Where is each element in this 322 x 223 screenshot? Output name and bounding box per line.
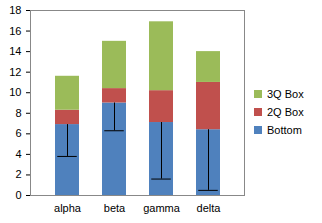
svg-text:0: 0 bbox=[15, 189, 21, 201]
svg-text:delta: delta bbox=[197, 202, 222, 214]
svg-text:16: 16 bbox=[9, 25, 21, 37]
svg-text:18: 18 bbox=[9, 4, 21, 16]
svg-text:12: 12 bbox=[9, 66, 21, 78]
html-text:Bottom: Bottom bbox=[267, 123, 302, 136]
html-text:3Q Box: 3Q Box bbox=[267, 87, 304, 100]
svg-text:alpha: alpha bbox=[54, 202, 82, 214]
svg-text:gamma: gamma bbox=[143, 202, 181, 214]
html-text:2Q Box: 2Q Box bbox=[267, 105, 304, 118]
svg-text:6: 6 bbox=[15, 127, 21, 139]
svg-text:10: 10 bbox=[9, 86, 21, 98]
svg-text:2: 2 bbox=[15, 168, 21, 180]
svg-text:4: 4 bbox=[15, 148, 21, 160]
svg-text:14: 14 bbox=[9, 45, 21, 57]
svg-text:beta: beta bbox=[104, 202, 126, 214]
svg-text:8: 8 bbox=[15, 107, 21, 119]
